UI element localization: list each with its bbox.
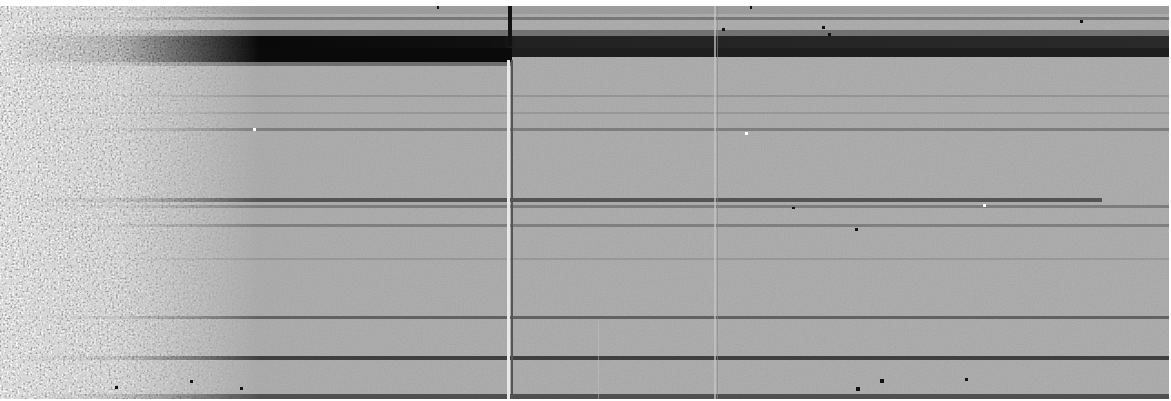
- spots: [115, 6, 1083, 391]
- columns: [507, 6, 718, 399]
- noisy-edge: [0, 6, 260, 399]
